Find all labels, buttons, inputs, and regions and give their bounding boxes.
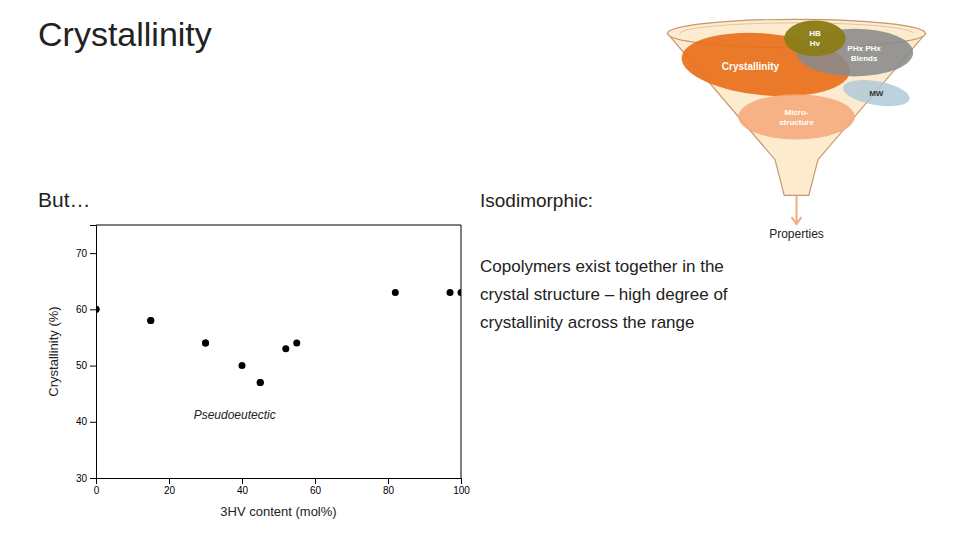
text-line: PHx PHx — [847, 44, 881, 53]
text-line: But… — [38, 188, 91, 211]
tick-mark — [461, 478, 462, 484]
tick: 30 — [76, 473, 96, 484]
point — [257, 379, 264, 386]
text-line: crystal structure – high degree of — [480, 285, 728, 304]
tick: 40 — [237, 478, 249, 496]
tick: 60 — [310, 478, 322, 496]
funnel-ellipse — [841, 75, 912, 110]
point — [202, 340, 209, 347]
point — [257, 379, 264, 386]
tick: 50 — [76, 360, 96, 371]
funnel-arrow-head — [792, 217, 802, 224]
text-line: Blends — [851, 54, 878, 63]
tick: 20 — [164, 478, 176, 496]
text-line: structure — [779, 118, 814, 127]
y-axis-title: Crystallinity (%) — [46, 306, 61, 396]
point — [96, 306, 100, 313]
frame-top — [96, 225, 461, 226]
points — [96, 289, 461, 386]
tick-mark — [90, 478, 96, 479]
annotation: Properties — [769, 227, 824, 241]
point — [239, 362, 246, 369]
point — [392, 289, 399, 296]
text-line: Copolymers exist together in the — [480, 257, 724, 276]
tick-label: 60 — [310, 485, 322, 496]
tick-label: 80 — [383, 485, 395, 496]
tick-label: 50 — [76, 360, 88, 371]
point — [202, 340, 209, 347]
tick-mark — [90, 309, 96, 310]
point — [96, 306, 100, 313]
chart: Crystallinity But… Isodimorphic: Copolymers… — [0, 0, 960, 540]
tick: 70 — [76, 248, 96, 259]
text-line: Micro- — [785, 108, 809, 117]
tick-label: 20 — [164, 485, 176, 496]
tick-label: 100 — [453, 485, 470, 496]
point — [293, 340, 300, 347]
text-line: MW — [869, 89, 884, 98]
tick-mark — [242, 478, 243, 484]
text-line: Hv — [810, 39, 821, 48]
tick-mark — [90, 253, 96, 254]
funnel-label: Crystallinity — [722, 61, 780, 72]
tick: 60 — [76, 304, 96, 315]
funnel-label: MW — [869, 89, 884, 98]
annotation: But… — [38, 188, 91, 211]
tick-label: 60 — [76, 304, 88, 315]
y-axis: 30 40 50 60 70 — [76, 226, 97, 484]
funnel: Crystallinity PHx PHxBlends HBHv MW Micro-st… — [668, 19, 926, 224]
tick-label: 70 — [76, 248, 88, 259]
point — [458, 289, 462, 296]
point — [147, 317, 154, 324]
tick-label: 30 — [76, 473, 88, 484]
funnel-label: Micro-structure — [779, 108, 814, 127]
point — [282, 345, 289, 352]
funnel-ellipse — [784, 20, 845, 56]
tick-label: 40 — [237, 485, 249, 496]
annotation: Isodimorphic: — [480, 190, 593, 211]
text-line: Crystallinity — [722, 61, 780, 72]
point — [447, 289, 454, 296]
tick: 0 — [94, 478, 100, 496]
funnel-arrow — [796, 195, 798, 222]
tick-mark — [315, 478, 316, 484]
funnel-label: PHx PHxBlends — [847, 44, 881, 63]
x-axis: 0 20 40 60 80 100 — [94, 478, 471, 496]
annotation: Copolymers exist together in the crystal … — [480, 257, 728, 332]
tick-label: 0 — [94, 485, 100, 496]
tick-label: 40 — [76, 416, 88, 427]
tick-mark — [90, 422, 96, 423]
frame-right — [461, 225, 462, 478]
tick-mark — [169, 478, 170, 484]
tick: 100 — [453, 478, 470, 496]
axis-line — [90, 226, 97, 479]
text-line: crystallinity across the range — [480, 313, 694, 332]
text-line: Pseudoeutectic — [194, 408, 276, 422]
annotation: Pseudoeutectic — [194, 408, 276, 422]
funnel-ellipse — [738, 94, 855, 139]
point — [147, 317, 154, 324]
tick: 40 — [76, 416, 96, 427]
tick: 80 — [383, 478, 395, 496]
text-line: Properties — [769, 227, 824, 241]
tick-mark — [90, 366, 96, 367]
x-axis-title: 3HV content (mol%) — [220, 504, 336, 519]
funnel-label: HBHv — [809, 29, 821, 48]
text-line: Isodimorphic: — [480, 190, 593, 211]
axis-line — [97, 479, 462, 485]
title: Crystallinity — [38, 15, 212, 53]
tick-mark — [388, 478, 389, 484]
text-line: HB — [809, 29, 821, 38]
